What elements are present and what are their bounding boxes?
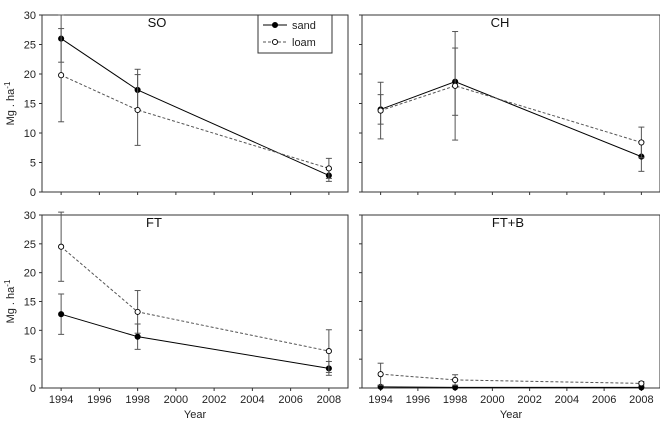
series-line-sand xyxy=(60,313,329,369)
series-line-loam xyxy=(60,246,329,352)
x-tick-label: 1996 xyxy=(87,394,111,406)
y-tick-label: 10 xyxy=(24,325,36,337)
y-tick-label: 25 xyxy=(24,40,36,52)
x-tick-label: 2004 xyxy=(240,394,264,406)
data-point-loam xyxy=(134,106,141,114)
x-tick-label: 1994 xyxy=(368,394,392,406)
x-tick-label: 2004 xyxy=(555,394,579,406)
series-sand xyxy=(58,293,332,376)
panel-title: FT+B xyxy=(492,215,524,230)
data-point-sand xyxy=(134,333,141,340)
y-axis-title: Mg . ha-1 xyxy=(3,279,17,323)
series-line-sand xyxy=(380,386,642,388)
x-tick-label: 2000 xyxy=(480,394,504,406)
data-point-loam xyxy=(58,72,65,79)
y-axis-title-base: Mg . ha xyxy=(5,286,17,324)
y-tick-label: 0 xyxy=(30,383,36,395)
data-point-loam xyxy=(325,165,332,172)
x-tick-label: 2006 xyxy=(592,394,616,406)
x-tick-label: 1998 xyxy=(125,394,149,406)
y-tick-label: 30 xyxy=(24,10,36,22)
y-tick-label: 0 xyxy=(30,187,36,199)
series-line-loam xyxy=(380,373,642,384)
legend-box xyxy=(257,14,333,54)
data-point-loam xyxy=(452,82,459,89)
y-axis-title-superscript: -1 xyxy=(3,279,12,287)
plot-frame xyxy=(361,214,660,389)
y-tick-label: 15 xyxy=(24,297,36,309)
data-point-loam xyxy=(377,107,384,114)
x-tick-label: 2002 xyxy=(202,394,226,406)
y-tick-label: 10 xyxy=(24,128,36,140)
series-loam xyxy=(377,31,645,159)
panel-ft-plus-b: 1994 1996 1998 2000 2002 2004 2006 2008 Year FT+B xyxy=(359,214,660,421)
y-tick-label: 5 xyxy=(30,354,36,366)
y-tick-label: 5 xyxy=(30,158,36,170)
data-point-loam xyxy=(377,371,384,378)
panel-title: CH xyxy=(491,15,510,30)
panel-so: 0 5 10 15 20 25 30 Mg . ha-1 SO xyxy=(3,10,349,199)
y-axis-title-superscript: -1 xyxy=(3,81,12,89)
x-tick-label: 2006 xyxy=(278,394,302,406)
legend-label-loam: loam xyxy=(292,37,316,49)
data-point-loam xyxy=(638,380,645,387)
legend-marker-sand xyxy=(271,21,279,29)
y-tick-label: 15 xyxy=(24,99,36,111)
x-tick-label: 2008 xyxy=(629,394,653,406)
series-sand xyxy=(377,47,645,172)
series-line-loam xyxy=(60,74,330,169)
series-loam xyxy=(58,28,332,179)
x-tick-label: 2000 xyxy=(164,394,188,406)
x-tick-label: 1998 xyxy=(443,394,467,406)
data-point-loam xyxy=(638,139,645,146)
legend: sand loam xyxy=(257,14,333,54)
series-line-sand xyxy=(60,38,330,176)
data-point-loam xyxy=(325,348,332,355)
panel-title: SO xyxy=(148,15,167,30)
plot-frame xyxy=(41,214,349,389)
legend-label-sand: sand xyxy=(292,20,316,32)
x-axis-title: Year xyxy=(184,409,207,421)
series-line-sand xyxy=(380,81,642,158)
series-loam xyxy=(377,362,645,387)
series-line-loam xyxy=(380,85,642,143)
data-point-sand xyxy=(58,311,65,318)
y-tick-label: 25 xyxy=(24,239,36,251)
y-axis-title-base: Mg . ha xyxy=(5,88,17,126)
data-point-loam xyxy=(452,376,459,383)
x-tick-label: 1994 xyxy=(49,394,73,406)
legend-marker-loam xyxy=(271,38,279,46)
plot-frame xyxy=(361,14,660,193)
y-axis-title: Mg . ha-1 xyxy=(3,81,17,125)
data-point-loam xyxy=(58,243,65,250)
x-tick-label: 1996 xyxy=(406,394,430,406)
panel-ch: CH xyxy=(359,14,660,195)
data-point-loam xyxy=(134,308,141,315)
x-tick-label: 2008 xyxy=(317,394,341,406)
series-loam xyxy=(58,211,332,373)
x-tick-label: 2002 xyxy=(517,394,541,406)
panel-title: FT xyxy=(146,215,162,230)
panel-ft: 0 5 10 15 20 25 30 1994 1996 1998 2000 2002 2004 2006… xyxy=(3,210,349,421)
y-tick-label: 20 xyxy=(24,268,36,280)
y-tick-label: 20 xyxy=(24,69,36,81)
x-axis-title: Year xyxy=(500,409,523,421)
y-tick-label: 30 xyxy=(24,210,36,222)
